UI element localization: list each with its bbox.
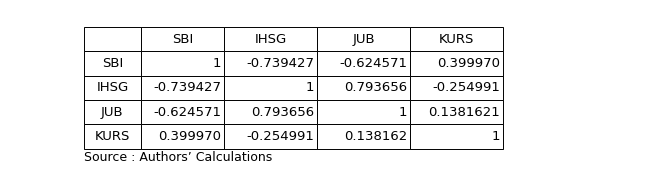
Bar (317, 124, 410, 149)
Bar (84, 76, 141, 100)
Text: -0.739427: -0.739427 (153, 81, 221, 94)
Bar (141, 124, 224, 149)
Bar (224, 51, 317, 76)
Text: 0.399970: 0.399970 (437, 57, 500, 70)
Bar (224, 27, 317, 51)
Text: SBI: SBI (172, 33, 193, 45)
Text: 0.138162: 0.138162 (343, 130, 407, 143)
Text: -0.254991: -0.254991 (432, 81, 500, 94)
Text: 0.793656: 0.793656 (251, 105, 314, 118)
Text: -0.624571: -0.624571 (339, 57, 407, 70)
Text: JUB: JUB (101, 105, 124, 118)
Text: KURS: KURS (439, 33, 474, 45)
Text: 0.1381621: 0.1381621 (428, 105, 500, 118)
Bar (410, 124, 503, 149)
Text: 1: 1 (305, 81, 314, 94)
Text: 1: 1 (213, 57, 221, 70)
Bar (141, 100, 224, 124)
Bar (84, 100, 141, 124)
Text: JUB: JUB (352, 33, 375, 45)
Bar (410, 27, 503, 51)
Text: -0.624571: -0.624571 (153, 105, 221, 118)
Text: 1: 1 (491, 130, 500, 143)
Bar (84, 27, 141, 51)
Bar (317, 27, 410, 51)
Text: 0.399970: 0.399970 (158, 130, 221, 143)
Text: KURS: KURS (95, 130, 130, 143)
Bar (84, 124, 141, 149)
Bar (224, 124, 317, 149)
Bar (141, 76, 224, 100)
Bar (141, 51, 224, 76)
Bar (317, 100, 410, 124)
Text: -0.739427: -0.739427 (246, 57, 314, 70)
Text: -0.254991: -0.254991 (246, 130, 314, 143)
Bar (84, 51, 141, 76)
Bar (410, 51, 503, 76)
Text: SBI: SBI (102, 57, 123, 70)
Text: 1: 1 (399, 105, 407, 118)
Bar (224, 100, 317, 124)
Bar (410, 76, 503, 100)
Bar (141, 27, 224, 51)
Text: IHSG: IHSG (255, 33, 286, 45)
Bar (224, 76, 317, 100)
Bar (410, 100, 503, 124)
Text: Source : Authors’ Calculations: Source : Authors’ Calculations (84, 151, 272, 164)
Bar (317, 51, 410, 76)
Bar (317, 76, 410, 100)
Text: 0.793656: 0.793656 (344, 81, 407, 94)
Text: IHSG: IHSG (97, 81, 128, 94)
